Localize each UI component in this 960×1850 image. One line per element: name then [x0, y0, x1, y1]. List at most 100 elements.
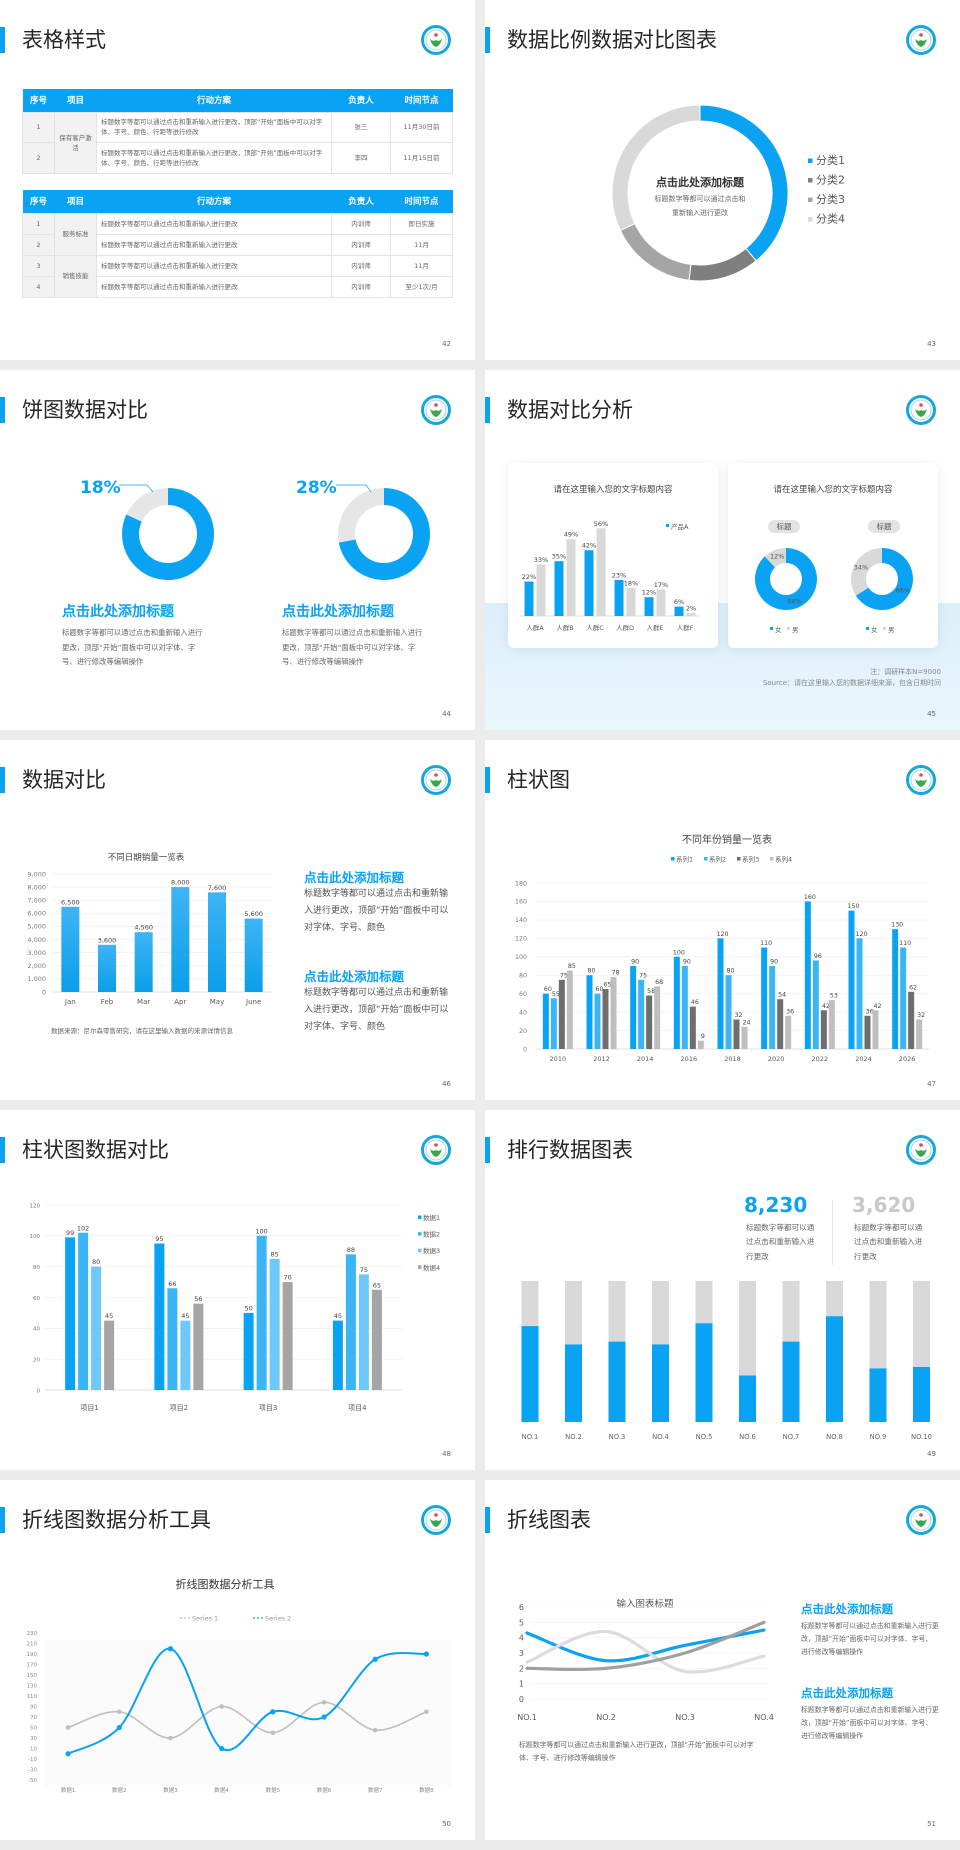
- x-tick-label: NO.10: [911, 1433, 932, 1441]
- y-tick-label: 150: [27, 1673, 38, 1679]
- data-label: 24: [742, 1019, 750, 1026]
- x-tick-label: 人群A: [526, 623, 544, 632]
- bar: [717, 938, 724, 1049]
- data-label: 102: [77, 1224, 89, 1232]
- bar: [630, 966, 637, 1049]
- time-cell: 至少1次/月: [390, 275, 453, 298]
- bar: [554, 561, 564, 616]
- legend-label: 男: [888, 626, 895, 634]
- legend-label: 数据4: [423, 1263, 440, 1272]
- y-tick-label: 100: [30, 1234, 41, 1240]
- x-tick-label: Apr: [174, 998, 186, 1006]
- data-label: 5,600: [244, 910, 263, 918]
- data-label: 80: [587, 968, 595, 975]
- x-tick-label: NO.8: [826, 1433, 843, 1441]
- bar: [566, 539, 576, 616]
- y-tick-label: 0: [519, 1695, 524, 1704]
- x-tick-label: 项目2: [170, 1404, 188, 1412]
- x-tick-label: NO.7: [783, 1433, 800, 1441]
- column-header: 序号: [22, 190, 55, 213]
- donut-tag-2: 标题: [868, 520, 900, 533]
- bar: [256, 1235, 267, 1390]
- series-line: [525, 1620, 766, 1672]
- data-source-note: 数据来源：尼尔森零售研究，请在这里输入数据的来源详情信息: [51, 1027, 233, 1035]
- x-tick-label: NO.1: [522, 1433, 539, 1441]
- x-tick-label: 数据8: [419, 1786, 434, 1794]
- x-tick-label: 数据3: [163, 1786, 178, 1794]
- y-tick-label: 10: [30, 1747, 37, 1753]
- y-tick-label: 9,000: [27, 870, 46, 878]
- slide-title: 饼图数据对比: [22, 398, 148, 422]
- legend-swatch: [418, 1265, 422, 1269]
- bar: [812, 960, 819, 1049]
- bar-fill: [695, 1323, 713, 1422]
- plot-area: [44, 1640, 452, 1786]
- data-label: 45: [105, 1312, 113, 1320]
- x-tick-label: 项目3: [259, 1404, 277, 1412]
- bar: [769, 966, 776, 1049]
- data-label: 120: [716, 931, 728, 938]
- slide-title: 折线图数据分析工具: [22, 1508, 211, 1532]
- time-cell: 11月: [390, 254, 453, 277]
- legend-swatch: [770, 857, 774, 861]
- y-tick-label: 130: [27, 1684, 38, 1690]
- source-note: Source：请在这里输入您的数据详细来源，包含日期时间: [762, 679, 941, 687]
- table-row: 2 标题数字等都可以通过点击和重新输入进行更改 内训师 11月: [22, 233, 453, 256]
- data-label: 56%: [594, 520, 608, 528]
- column-header: 行动方案: [96, 89, 332, 112]
- segment-label: 34%: [854, 563, 868, 571]
- data-label: 100: [255, 1227, 267, 1235]
- title-accent-bar: [0, 1507, 5, 1533]
- series-line: [525, 1629, 766, 1674]
- block-heading-2: 点击此处添加标题: [304, 969, 405, 984]
- title-accent-bar: [0, 27, 5, 53]
- x-tick-label: 2026: [899, 1055, 916, 1063]
- legend-swatch: [808, 217, 813, 222]
- data-label: 90: [631, 959, 639, 966]
- block-body-2: 标题数字等都可以通过点击和重新输入进行更改，顶部“开始”面板中可以对字体、字号、…: [282, 628, 423, 666]
- bar: [550, 998, 557, 1049]
- column-header: 项目: [54, 190, 97, 213]
- x-tick-label: 2016: [681, 1055, 698, 1063]
- donut-segment: [688, 247, 757, 282]
- y-tick-label: 40: [519, 1009, 527, 1016]
- bar-fill: [521, 1326, 539, 1422]
- logo-icon: [906, 25, 936, 55]
- x-tick-label: 人群F: [677, 623, 694, 632]
- bar: [594, 993, 601, 1049]
- bar: [674, 606, 684, 616]
- data-label: 53: [830, 993, 838, 1000]
- project-cell: 服务标准: [54, 212, 97, 256]
- x-tick-label: June: [245, 998, 261, 1006]
- plan-cell: 标题数字等都可以通过点击和重新输入进行更改: [96, 233, 332, 256]
- x-tick-label: May: [210, 998, 224, 1006]
- block-body-2: 标题数字等都可以通过点击和重新输入进行更改，顶部“开始”面板中可以对字体、字号、…: [801, 1706, 939, 1740]
- data-point: [270, 1709, 276, 1715]
- y-tick-label: 2: [519, 1664, 524, 1673]
- slide-51-line-chart: 折线图表 输入图表标题 0 1 2 3 4 5 6 NO.1 NO.2 NO.3 NO.4 标题数字等…: [485, 1480, 960, 1840]
- slide-title: 柱状图: [507, 768, 570, 792]
- legend-swatch: [418, 1215, 422, 1219]
- segment-label: 12%: [770, 553, 784, 561]
- data-label: 62: [909, 984, 917, 991]
- x-tick-label: 人群D: [616, 623, 634, 632]
- slide-44-pie-compare: 饼图数据对比 18% 28% 点击此处添加标题 点击此处添加标题 标题数字等都可…: [0, 370, 475, 730]
- slide-title: 表格样式: [22, 28, 106, 52]
- slide-42-table-style: 表格样式 序号 项目 行动方案 负责人 时间节点 1 保有客户激活 标题数字等都可以通过点击和…: [0, 0, 475, 360]
- y-tick-label: 1,000: [27, 975, 46, 983]
- x-tick-label: 项目4: [348, 1404, 367, 1412]
- donut-1-segment: [121, 488, 214, 580]
- data-label: 160: [804, 894, 816, 901]
- page-number: 50: [442, 1820, 451, 1828]
- slide-48-column-compare: 柱状图数据对比 0 20 40 60 80 100 120 99 102 80 45 项目1 95 66 4…: [0, 1110, 475, 1470]
- data-label: 75: [639, 972, 647, 979]
- bar-fill: [826, 1316, 843, 1422]
- row-number-cell: 3: [22, 254, 55, 277]
- legend-label: Series 1: [192, 1615, 218, 1623]
- data-label: 56: [194, 1295, 202, 1303]
- donut-segment: [851, 548, 882, 596]
- data-label: 4,560: [134, 924, 153, 932]
- chart-title: 折线图数据分析工具: [176, 1577, 275, 1591]
- x-tick-label: 数据4: [214, 1786, 229, 1794]
- legend-swatch: [671, 857, 675, 861]
